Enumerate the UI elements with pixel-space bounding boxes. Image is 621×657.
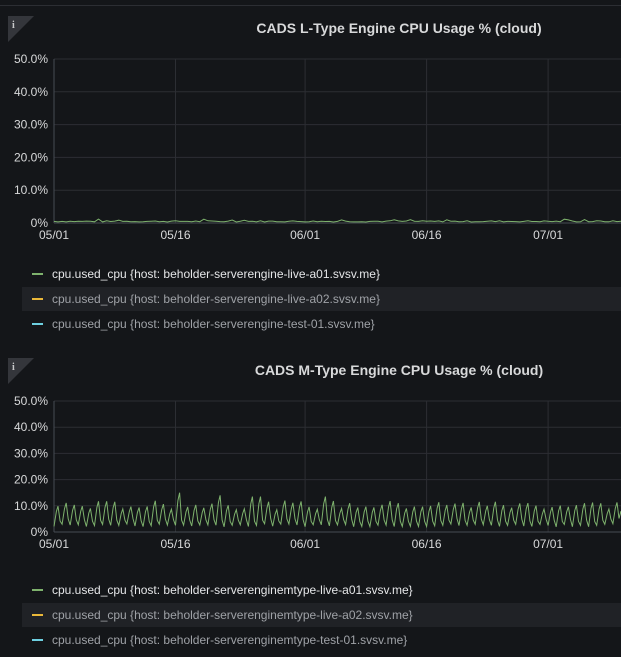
series-line	[53, 492, 621, 529]
line-chart: 50.0% 40.0% 30.0% 20.0% 10.0% 0%05/01 05/16 06/…	[14, 52, 621, 242]
line-chart: 50.0% 40.0% 30.0% 20.0% 10.0% 0%05/01 05/16 06/…	[14, 394, 621, 550]
series-swatch	[32, 638, 43, 641]
legend: cpu.used_cpu {host: beholder-serverengin…	[22, 578, 621, 653]
y-tick-label: 20.0%	[14, 150, 48, 164]
legend-label: cpu.used_cpu {host: beholder-serverengin…	[52, 583, 413, 597]
x-tick-label: 05/01	[39, 537, 69, 550]
legend-item[interactable]: cpu.used_cpu {host: beholder-serverengin…	[22, 628, 621, 652]
y-tick-label: 50.0%	[14, 394, 48, 408]
x-tick-label: 06/01	[290, 537, 320, 550]
legend-label: cpu.used_cpu {host: beholder-serverengin…	[52, 608, 413, 622]
svg-text:i: i	[12, 362, 15, 373]
x-tick-label: 06/16	[412, 228, 442, 242]
legend-label: cpu.used_cpu {host: beholder-serverengin…	[52, 267, 380, 281]
info-icon[interactable]: i	[8, 358, 34, 384]
legend-item[interactable]: cpu.used_cpu {host: beholder-serverengin…	[22, 578, 621, 602]
panel-title[interactable]: CADS M-Type Engine CPU Usage % (cloud)	[254, 362, 544, 378]
legend-label: cpu.used_cpu {host: beholder-serverengin…	[52, 633, 408, 647]
y-tick-label: 0%	[31, 525, 49, 539]
legend-item[interactable]: cpu.used_cpu {host: beholder-serverengin…	[22, 603, 621, 627]
series-swatch	[32, 272, 43, 275]
series-swatch	[32, 613, 43, 616]
cpu-panel-l-type: i CADS L-Type Engine CPU Usage % (cloud)…	[0, 8, 621, 344]
y-tick-label: 20.0%	[14, 473, 48, 487]
series-swatch	[32, 322, 43, 325]
legend-item[interactable]: cpu.used_cpu {host: beholder-serverengin…	[22, 312, 621, 336]
legend-label: cpu.used_cpu {host: beholder-serverengin…	[52, 317, 375, 331]
y-tick-label: 10.0%	[14, 499, 48, 513]
panel-title[interactable]: CADS L-Type Engine CPU Usage % (cloud)	[256, 20, 542, 36]
svg-text:i: i	[12, 20, 15, 31]
y-tick-label: 10.0%	[14, 183, 48, 197]
info-icon[interactable]: i	[8, 16, 34, 42]
series-line	[53, 218, 621, 223]
cpu-panel-m-type: i CADS M-Type Engine CPU Usage % (cloud)…	[0, 350, 621, 657]
y-tick-label: 30.0%	[14, 118, 48, 132]
x-tick-label: 06/16	[412, 537, 442, 550]
x-tick-label: 07/01	[533, 537, 563, 550]
y-tick-label: 40.0%	[14, 420, 48, 434]
legend-item[interactable]: cpu.used_cpu {host: beholder-serverengin…	[22, 262, 621, 286]
x-tick-label: 05/16	[160, 228, 190, 242]
series-swatch	[32, 297, 43, 300]
y-tick-label: 50.0%	[14, 52, 48, 66]
x-tick-label: 05/01	[39, 228, 69, 242]
y-tick-label: 30.0%	[14, 446, 48, 460]
top-border	[0, 0, 621, 6]
legend: cpu.used_cpu {host: beholder-serverengin…	[22, 262, 621, 337]
series-swatch	[32, 588, 43, 591]
legend-item[interactable]: cpu.used_cpu {host: beholder-serverengin…	[22, 287, 621, 311]
x-tick-label: 06/01	[290, 228, 320, 242]
legend-label: cpu.used_cpu {host: beholder-serverengin…	[52, 292, 380, 306]
x-tick-label: 05/16	[160, 537, 190, 550]
x-tick-label: 07/01	[533, 228, 563, 242]
y-tick-label: 40.0%	[14, 85, 48, 99]
y-tick-label: 0%	[31, 216, 49, 230]
